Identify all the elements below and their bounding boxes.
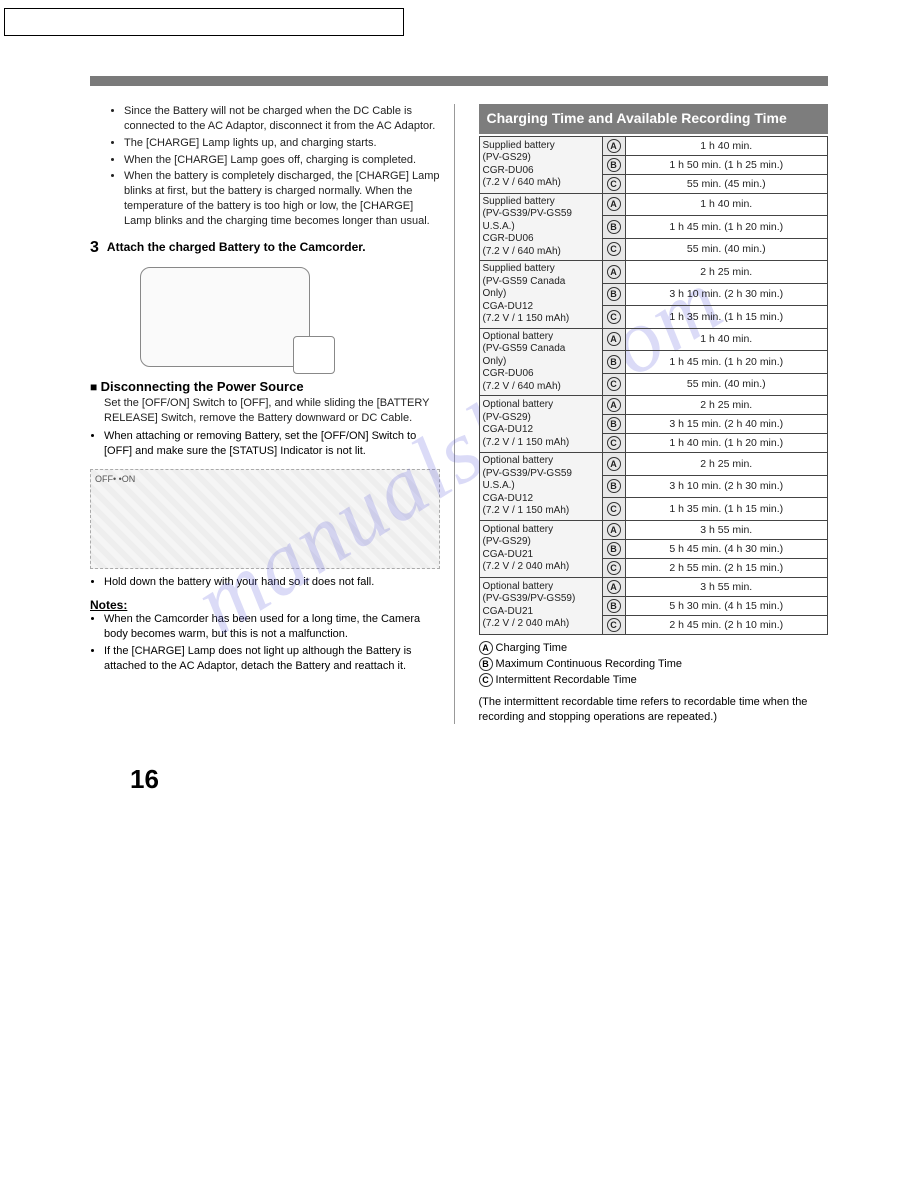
value-cell: 1 h 45 min. (1 h 20 min.) (625, 216, 828, 239)
symbol-cell: A (602, 577, 625, 596)
symbol-cell: C (602, 373, 625, 396)
value-cell: 1 h 35 min. (1 h 15 min.) (625, 498, 828, 521)
value-cell: 1 h 40 min. (625, 136, 828, 155)
notes-list: When the Camcorder has been used for a l… (90, 612, 440, 673)
footnote: (The intermittent recordable time refers… (479, 695, 829, 725)
disconnect-bullets: When attaching or removing Battery, set … (90, 429, 440, 459)
battery-label-cell: Optional battery(PV-GS39/PV-GS59U.S.A.)C… (479, 453, 602, 521)
legend-row: A Charging Time (479, 641, 829, 656)
symbol-cell: B (602, 596, 625, 615)
list-item: When attaching or removing Battery, set … (104, 429, 440, 459)
value-cell: 55 min. (40 min.) (625, 238, 828, 261)
value-cell: 1 h 35 min. (1 h 15 min.) (625, 306, 828, 329)
header-bar (90, 76, 828, 86)
symbol-cell: A (602, 520, 625, 539)
page-number: 16 (130, 764, 828, 795)
symbol-cell: C (602, 558, 625, 577)
symbol-cell: B (602, 415, 625, 434)
value-cell: 2 h 55 min. (2 h 15 min.) (625, 558, 828, 577)
symbol-cell: A (602, 193, 625, 216)
disconnect-heading: Disconnecting the Power Source (90, 379, 440, 394)
list-item: The [CHARGE] Lamp lights up, and chargin… (124, 136, 440, 151)
battery-label-cell: Supplied battery(PV-GS59 CanadaOnly)CGA-… (479, 261, 602, 329)
value-cell: 3 h 55 min. (625, 520, 828, 539)
value-cell: 5 h 45 min. (4 h 30 min.) (625, 539, 828, 558)
symbol-cell: A (602, 328, 625, 351)
symbol-cell: A (602, 136, 625, 155)
value-cell: 2 h 25 min. (625, 453, 828, 476)
step-3: 3 Attach the charged Battery to the Camc… (90, 239, 440, 257)
step-text: Attach the charged Battery to the Camcor… (107, 239, 366, 257)
list-item: When the [CHARGE] Lamp goes off, chargin… (124, 153, 440, 168)
battery-label-cell: Optional battery(PV-GS39/PV-GS59)CGA-DU2… (479, 577, 602, 634)
disconnect-body: Set the [OFF/ON] Switch to [OFF], and wh… (90, 396, 440, 426)
notes-heading: Notes: (90, 598, 440, 612)
list-item: Since the Battery will not be charged wh… (124, 104, 440, 134)
battery-label-cell: Optional battery(PV-GS59 CanadaOnly)CGR-… (479, 328, 602, 396)
symbol-cell: B (602, 155, 625, 174)
table-row: Supplied battery(PV-GS39/PV-GS59U.S.A.)C… (479, 193, 828, 216)
value-cell: 1 h 40 min. (1 h 20 min.) (625, 434, 828, 453)
value-cell: 3 h 55 min. (625, 577, 828, 596)
value-cell: 3 h 10 min. (2 h 30 min.) (625, 475, 828, 498)
symbol-cell: A (602, 396, 625, 415)
off-on-switch-illustration: OFF• •ON (90, 469, 440, 569)
symbol-cell: B (602, 216, 625, 239)
right-column: Charging Time and Available Recording Ti… (479, 104, 829, 724)
table-row: Optional battery(PV-GS39/PV-GS59U.S.A.)C… (479, 453, 828, 476)
value-cell: 55 min. (45 min.) (625, 174, 828, 193)
symbol-cell: B (602, 539, 625, 558)
table-row: Optional battery(PV-GS29)CGA-DU21(7.2 V … (479, 520, 828, 539)
value-cell: 1 h 40 min. (625, 328, 828, 351)
camcorder-battery-illustration (140, 267, 310, 367)
table-row: Supplied battery(PV-GS59 CanadaOnly)CGA-… (479, 261, 828, 284)
charging-time-table: Supplied battery(PV-GS29)CGR-DU06(7.2 V … (479, 136, 829, 635)
left-column: Since the Battery will not be charged wh… (90, 104, 455, 724)
list-item: Hold down the battery with your hand so … (104, 575, 440, 590)
hold-bullet-list: Hold down the battery with your hand so … (90, 575, 440, 590)
symbol-cell: C (602, 174, 625, 193)
value-cell: 3 h 10 min. (2 h 30 min.) (625, 283, 828, 306)
charging-time-heading: Charging Time and Available Recording Ti… (479, 104, 829, 136)
table-row: Optional battery(PV-GS29)CGA-DU12(7.2 V … (479, 396, 828, 415)
list-item: When the battery is completely discharge… (124, 169, 440, 228)
symbol-cell: C (602, 434, 625, 453)
manual-page: manualslib.com Since the Battery will no… (0, 36, 918, 835)
table-row: Optional battery(PV-GS59 CanadaOnly)CGR-… (479, 328, 828, 351)
off-on-label: OFF• •ON (95, 474, 135, 484)
legend-row: C Intermittent Recordable Time (479, 673, 829, 688)
table-row: Optional battery(PV-GS39/PV-GS59)CGA-DU2… (479, 577, 828, 596)
list-item: When the Camcorder has been used for a l… (104, 612, 440, 642)
value-cell: 5 h 30 min. (4 h 15 min.) (625, 596, 828, 615)
value-cell: 2 h 45 min. (2 h 10 min.) (625, 615, 828, 634)
symbol-cell: B (602, 351, 625, 374)
value-cell: 1 h 45 min. (1 h 20 min.) (625, 351, 828, 374)
battery-label-cell: Supplied battery(PV-GS39/PV-GS59U.S.A.)C… (479, 193, 602, 261)
table-row: Supplied battery(PV-GS29)CGR-DU06(7.2 V … (479, 136, 828, 155)
value-cell: 2 h 25 min. (625, 396, 828, 415)
symbol-cell: B (602, 475, 625, 498)
symbol-cell: C (602, 498, 625, 521)
symbol-cell: A (602, 453, 625, 476)
symbol-cell: C (602, 615, 625, 634)
battery-label-cell: Optional battery(PV-GS29)CGA-DU21(7.2 V … (479, 520, 602, 577)
value-cell: 2 h 25 min. (625, 261, 828, 284)
battery-label-cell: Supplied battery(PV-GS29)CGR-DU06(7.2 V … (479, 136, 602, 193)
value-cell: 3 h 15 min. (2 h 40 min.) (625, 415, 828, 434)
list-item: If the [CHARGE] Lamp does not light up a… (104, 644, 440, 674)
top-bullet-list: Since the Battery will not be charged wh… (90, 104, 440, 229)
battery-label-cell: Optional battery(PV-GS29)CGA-DU12(7.2 V … (479, 396, 602, 453)
symbol-cell: B (602, 283, 625, 306)
symbol-cell: C (602, 306, 625, 329)
legend: A Charging TimeB Maximum Continuous Reco… (479, 641, 829, 689)
legend-row: B Maximum Continuous Recording Time (479, 657, 829, 672)
value-cell: 55 min. (40 min.) (625, 373, 828, 396)
symbol-cell: C (602, 238, 625, 261)
value-cell: 1 h 40 min. (625, 193, 828, 216)
symbol-cell: A (602, 261, 625, 284)
step-number: 3 (90, 239, 99, 257)
top-empty-box (4, 8, 404, 36)
value-cell: 1 h 50 min. (1 h 25 min.) (625, 155, 828, 174)
